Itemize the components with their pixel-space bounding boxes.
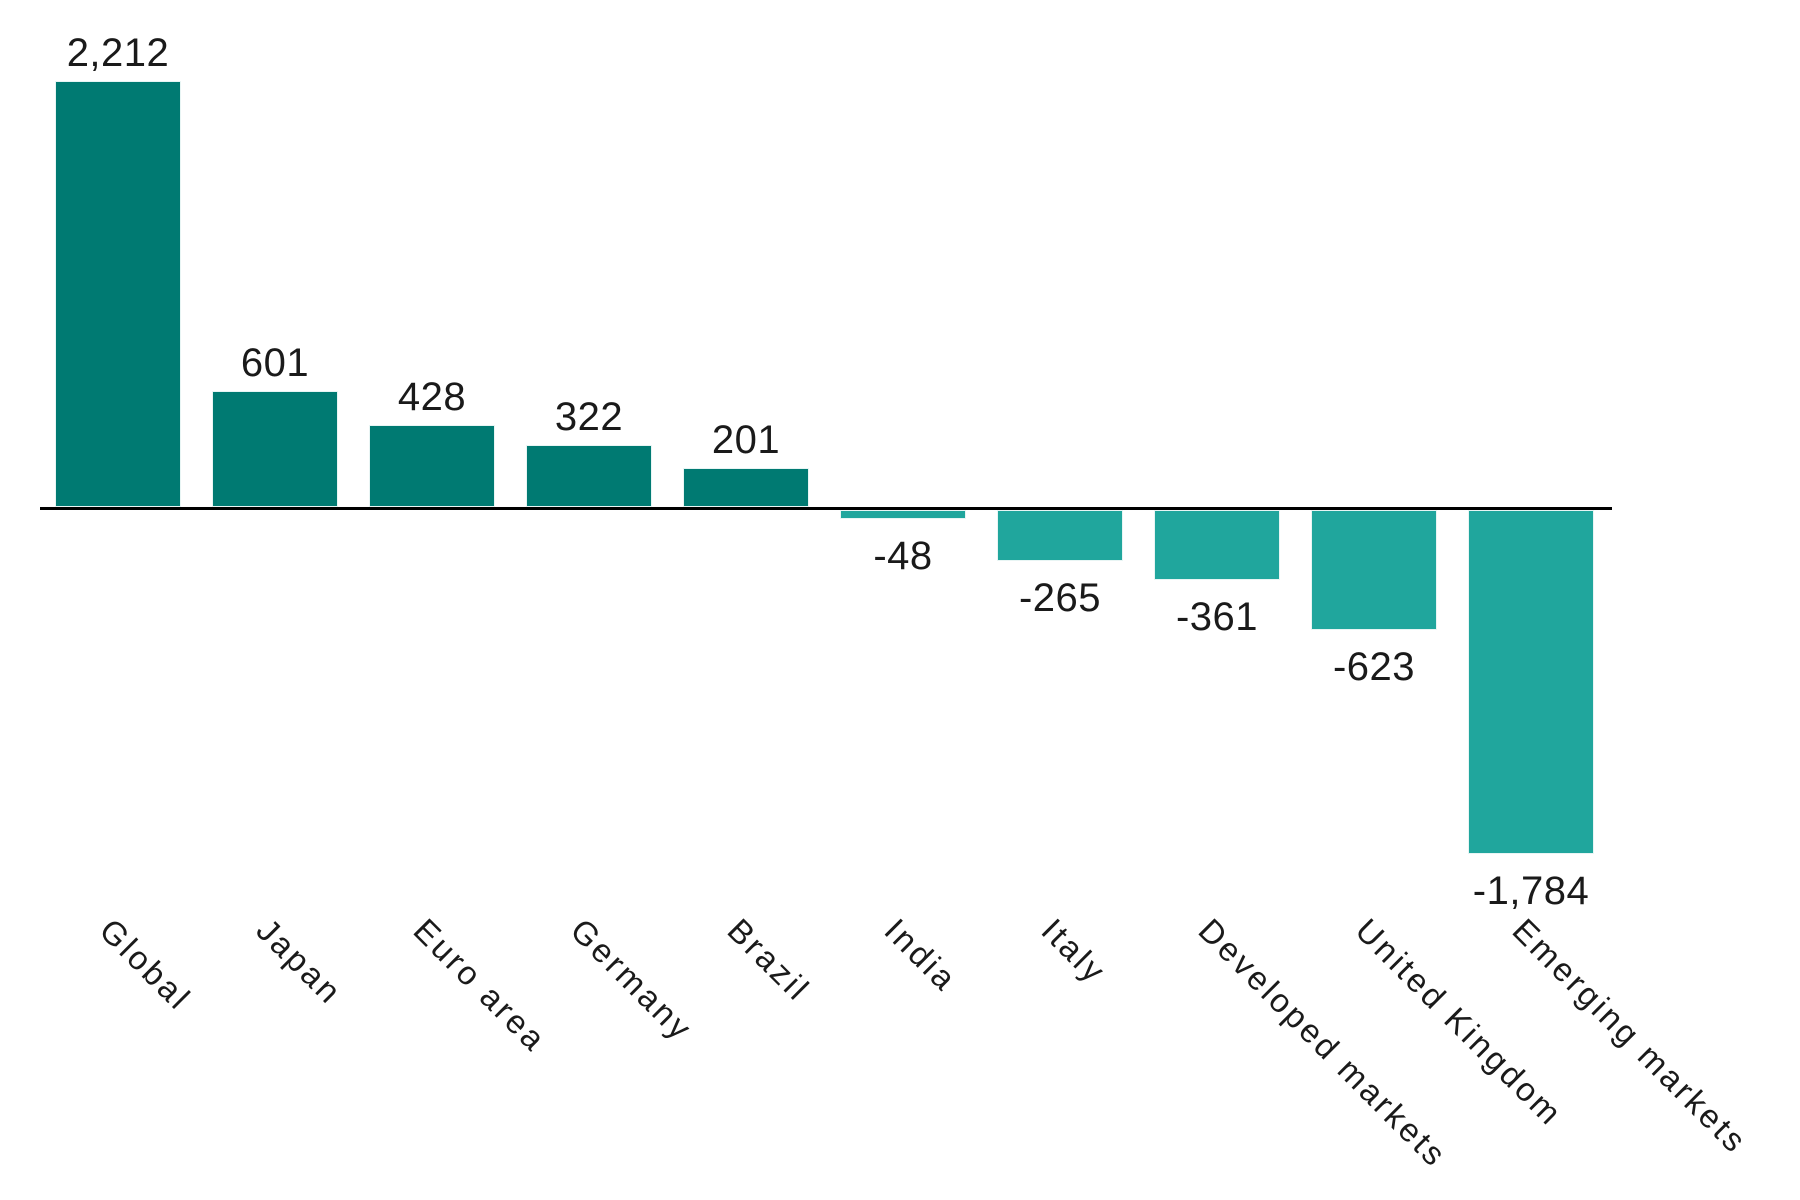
tick-label-euro-area: Euro area [406,911,555,1060]
tick-label-global: Global [92,911,199,1018]
tick-label-india: India [877,911,965,999]
bar-brazil [683,468,809,507]
bar-global [55,81,181,507]
bar-japan [212,391,338,507]
value-label-brazil: 201 [711,418,781,462]
zero-axis-line [40,507,1612,510]
tick-label-italy: Italy [1034,911,1115,991]
bar-india [840,510,966,519]
tick-label-brazil: Brazil [720,911,818,1009]
value-label-united-kingdom: -623 [1332,645,1416,689]
value-label-japan: 601 [240,341,310,385]
bar-emerging-markets [1468,510,1594,854]
value-label-developed-markets: -361 [1175,595,1259,639]
tick-label-germany: Germany [563,911,701,1049]
bar-euro-area [369,425,495,507]
value-label-germany: 322 [554,395,624,439]
value-label-emerging-markets: -1,784 [1472,869,1590,913]
bar-germany [526,445,652,507]
bar-developed-markets [1154,510,1280,580]
tick-label-japan: Japan [249,911,350,1012]
value-label-india: -48 [873,534,933,578]
value-label-global: 2,212 [66,31,170,75]
value-label-italy: -265 [1018,576,1102,620]
value-label-euro-area: 428 [397,375,467,419]
bar-united-kingdom [1311,510,1437,630]
bar-italy [997,510,1123,561]
